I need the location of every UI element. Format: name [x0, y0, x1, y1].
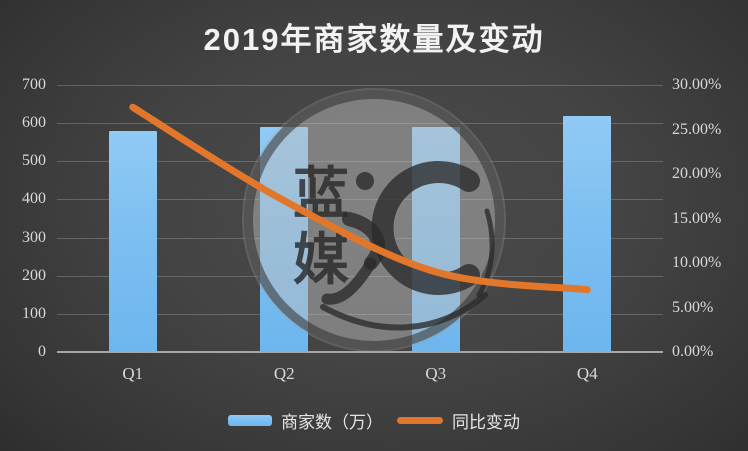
legend-label-merchants: 商家数（万） [281, 412, 383, 432]
y-axis-tick-left: 100 [22, 304, 46, 322]
legend-label-yoy: 同比变动 [452, 412, 520, 432]
y-axis-tick-right: 10.00% [672, 254, 722, 271]
bar-q4 [563, 115, 612, 352]
gridline [57, 85, 663, 86]
x-axis-label-q2: Q2 [273, 364, 295, 383]
y-axis-tick-left: 700 [22, 76, 46, 93]
y-axis-tick-right: 5.00% [672, 298, 714, 316]
bar-q1 [108, 130, 157, 352]
y-axis-tick-left: 600 [22, 114, 46, 132]
y-axis-tick-right: 25.00% [672, 120, 722, 138]
legend: 商家数（万） 同比变动 [0, 407, 748, 433]
y-axis-tick-right: 30.00% [672, 76, 722, 93]
x-axis-baseline [57, 351, 663, 353]
x-axis-label-q4: Q4 [576, 364, 598, 383]
y-axis-tick-right: 15.00% [672, 209, 722, 227]
watermark-hui-glyph-icon [320, 161, 495, 331]
chart-title: 2019年商家数量及变动 [203, 22, 545, 57]
bar-series-swatch-icon [228, 414, 272, 426]
y-axis-tick-left: 300 [22, 228, 46, 246]
lanmeihui-watermark-stamp: 蓝 媒 [244, 90, 504, 350]
legend-item-yoy: 同比变动 [397, 408, 520, 433]
y-axis-tick-left: 500 [22, 152, 46, 170]
y-axis-tick-left: 400 [22, 190, 46, 208]
y-axis-tick-right: 0.00% [672, 343, 714, 360]
y-axis-tick-left: 0 [38, 343, 46, 360]
y-axis-tick-right: 20.00% [672, 165, 722, 182]
line-series-swatch-icon [397, 416, 443, 424]
y-axis-tick-left: 200 [22, 266, 46, 284]
legend-item-merchants: 商家数（万） [228, 408, 383, 433]
x-axis-label-q3: Q3 [425, 364, 447, 383]
x-axis-label-q1: Q1 [122, 364, 144, 383]
